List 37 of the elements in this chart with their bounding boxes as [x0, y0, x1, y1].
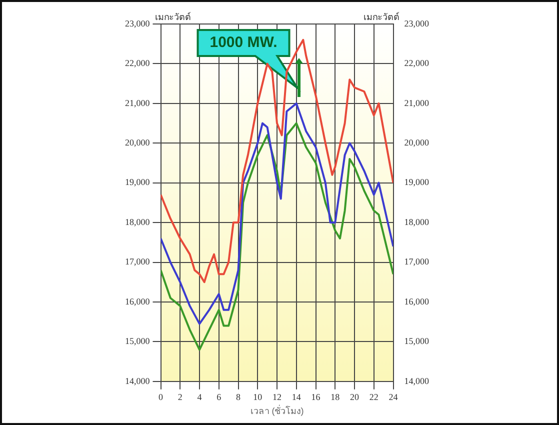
x-axis-title: เวลา (ชั่วโมง) [250, 404, 304, 416]
x-tick-label: 22 [369, 392, 378, 402]
y2-tick-label: 23,000 [404, 18, 430, 28]
y-tick-label: 15,000 [125, 336, 150, 346]
y2-tick-label: 14,000 [404, 376, 430, 386]
y-tick-label: 22,000 [125, 58, 150, 68]
y2-tick-label: 15,000 [404, 336, 430, 346]
y-tick-label: 18,000 [125, 216, 150, 227]
y2-tick-label: 19,000 [404, 177, 430, 188]
x-tick-label: 8 [236, 392, 241, 402]
y-tick-label: 21,000 [125, 98, 150, 108]
y2-tick-label: 16,000 [404, 296, 430, 306]
x-tick-label: 2 [178, 392, 182, 402]
y-tick-label: 16,000 [125, 296, 150, 306]
x-tick-label: 0 [158, 392, 164, 402]
y2-tick-label: 21,000 [404, 98, 430, 108]
x-tick-label: 20 [350, 392, 360, 402]
y2-tick-label: 22,000 [404, 58, 430, 68]
x-tick-label: 6 [216, 392, 222, 402]
y2-tick-label: 18,000 [404, 216, 430, 227]
x-tick-label: 16 [311, 392, 321, 402]
annotation: 1000 MW. [210, 34, 278, 52]
x-tick-label: 14 [292, 392, 302, 402]
y-axis-title: เมกะวัตต์ [154, 10, 191, 23]
x-tick-label: 18 [330, 392, 340, 402]
x-tick-label: 4 [197, 392, 202, 402]
x-tick-label: 12 [272, 392, 282, 402]
y-tick-label: 17,000 [125, 256, 150, 267]
x-tick-label: 10 [253, 392, 263, 402]
y-tick-label: 23,000 [125, 18, 150, 28]
y2-axis-title: เมกะวัตต์ [363, 10, 400, 23]
x-tick-label: 24 [388, 392, 398, 402]
y-tick-label: 14,000 [125, 376, 150, 386]
y-tick-label: 20,000 [125, 137, 150, 148]
y2-tick-label: 17,000 [404, 256, 430, 267]
y-tick-label: 19,000 [125, 177, 150, 188]
y2-tick-label: 20,000 [404, 137, 430, 148]
